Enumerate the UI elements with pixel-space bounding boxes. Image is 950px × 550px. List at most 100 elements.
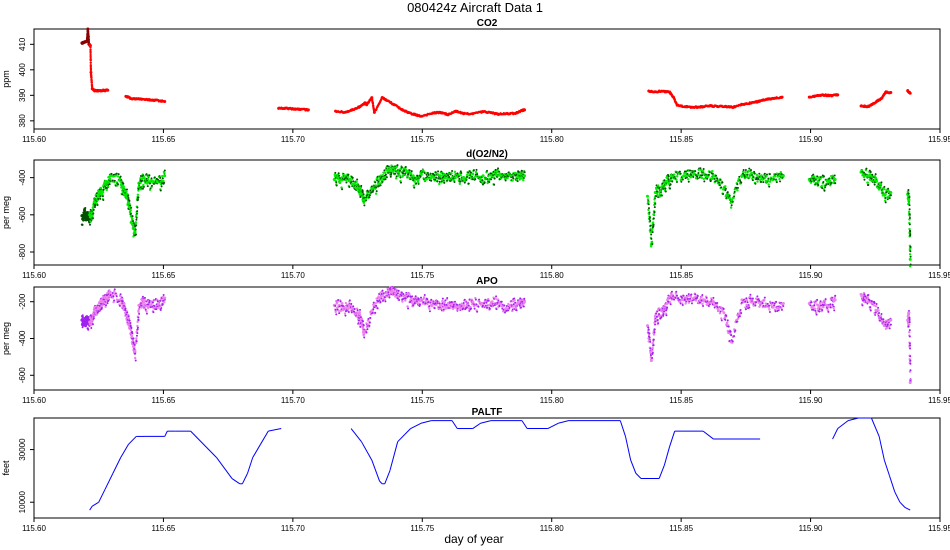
d-o2-n2-data-point	[493, 183, 496, 186]
d-o2-n2-data-point	[335, 184, 338, 187]
apo-data-point	[514, 306, 518, 310]
apo-data-point	[523, 300, 527, 304]
d-o2-n2-data-point	[687, 180, 690, 183]
d-o2-n2-data-point	[833, 178, 837, 182]
d-o2-n2-data-point	[159, 176, 162, 179]
d-o2-n2-data-point	[669, 183, 672, 186]
d-o2-n2-data-point	[660, 194, 663, 197]
d-o2-n2-data-point	[728, 194, 731, 197]
apo-data-point	[701, 293, 704, 296]
d-o2-n2-data-point	[703, 180, 706, 183]
d-o2-n2-data-point	[907, 202, 911, 205]
apo-data-point	[388, 296, 391, 299]
d-o2-n2-data-point	[356, 178, 359, 181]
d-o2-n2-data-point	[754, 182, 757, 185]
d-o2-n2-data-point	[127, 194, 130, 197]
apo-data-point	[92, 317, 95, 320]
d-o2-n2-data-point	[109, 174, 113, 178]
d-o2-n2-data-point	[116, 175, 120, 178]
apo-data-point	[660, 316, 663, 319]
apo-data-point	[131, 332, 134, 335]
apo-data-point	[371, 311, 374, 314]
d-o2-n2-data-point	[907, 188, 910, 191]
d-o2-n2-data-point	[724, 187, 727, 190]
co2-data-point	[89, 48, 92, 51]
d-o2-n2-data-point	[692, 175, 695, 178]
apo-data-point	[353, 308, 356, 311]
d-o2-n2-x-tick-label: 115.80	[540, 271, 564, 280]
d-o2-n2-data-point	[150, 184, 153, 187]
apo-x-tick-label: 115.70	[281, 396, 305, 405]
apo-data-point	[696, 296, 699, 299]
d-o2-n2-data-point	[148, 174, 151, 177]
d-o2-n2-data-point	[763, 172, 766, 175]
apo-data-point	[462, 302, 465, 305]
d-o2-n2-data-point	[768, 185, 771, 188]
apo-data-point	[675, 294, 678, 297]
d-o2-n2-data-point	[498, 170, 501, 173]
d-o2-n2-data-point	[374, 192, 378, 195]
apo-data-point	[384, 300, 387, 303]
d-o2-n2-data-point	[865, 167, 868, 170]
co2-x-tick-label: 115.80	[540, 135, 564, 144]
d-o2-n2-data-point	[350, 180, 353, 183]
d-o2-n2-data-point	[753, 172, 756, 175]
d-o2-n2-data-point	[493, 177, 496, 180]
d-o2-n2-data-point	[437, 170, 440, 173]
d-o2-n2-data-point	[141, 185, 144, 189]
d-o2-n2-data-point	[733, 190, 736, 193]
d-o2-n2-data-point	[773, 175, 777, 178]
d-o2-n2-data-point	[828, 177, 831, 180]
d-o2-n2-data-point	[813, 175, 816, 178]
d-o2-n2-data-point	[862, 171, 865, 174]
d-o2-n2-data-point	[430, 179, 433, 182]
apo-data-point	[119, 293, 122, 296]
apo-data-point	[707, 304, 710, 307]
co2-data-point	[89, 45, 92, 49]
d-o2-n2-data-point	[132, 222, 135, 225]
co2-data-point	[306, 108, 310, 112]
apo-data-point	[652, 344, 655, 347]
d-o2-n2-data-point	[506, 176, 509, 180]
x-axis-label: day of year	[444, 532, 503, 546]
apo-data-point	[490, 300, 494, 304]
d-o2-n2-data-point	[337, 176, 340, 180]
apo-data-point	[106, 302, 109, 305]
d-o2-n2-data-point	[881, 190, 884, 193]
co2-y-tick-label: 390	[18, 88, 27, 102]
apo-data-point	[684, 302, 687, 305]
apo-data-point	[137, 310, 140, 314]
d-o2-n2-data-point	[105, 188, 108, 192]
d-o2-n2-data-point	[869, 173, 872, 176]
apo-data-point	[473, 307, 476, 310]
d-o2-n2-y-tick-label: -400	[18, 169, 27, 186]
d-o2-n2-y-axis-label: per meg	[1, 196, 11, 229]
d-o2-n2-data-point	[522, 178, 525, 182]
apo-data-point	[496, 301, 499, 304]
d-o2-n2-data-point	[752, 176, 755, 179]
d-o2-n2-data-point	[338, 174, 341, 177]
apo-data-point	[145, 310, 148, 313]
apo-data-point	[365, 331, 368, 334]
apo-data-point	[406, 305, 409, 308]
apo-data-point	[483, 302, 486, 305]
apo-data-point	[137, 308, 141, 311]
d-o2-n2-data-point	[822, 175, 825, 178]
d-o2-n2-data-point	[132, 220, 135, 223]
d-o2-n2-data-point	[474, 178, 477, 181]
d-o2-n2-data-point	[679, 172, 682, 175]
d-o2-n2-data-point	[768, 180, 772, 183]
d-o2-n2-data-point	[675, 178, 678, 182]
d-o2-n2-x-tick-label: 115.90	[799, 271, 823, 280]
d-o2-n2-data-point	[649, 219, 652, 222]
apo-data-point	[653, 331, 656, 334]
d-o2-n2-data-point	[161, 174, 164, 178]
d-o2-n2-data-point	[716, 177, 719, 180]
d-o2-n2-data-point	[909, 255, 912, 258]
d-o2-n2-data-point	[163, 174, 167, 178]
d-o2-n2-plot-frame	[33, 159, 941, 266]
d-o2-n2-data-point	[106, 185, 110, 188]
d-o2-n2-data-point	[681, 178, 684, 181]
co2-data-point	[89, 53, 92, 57]
d-o2-n2-data-point	[722, 193, 725, 196]
